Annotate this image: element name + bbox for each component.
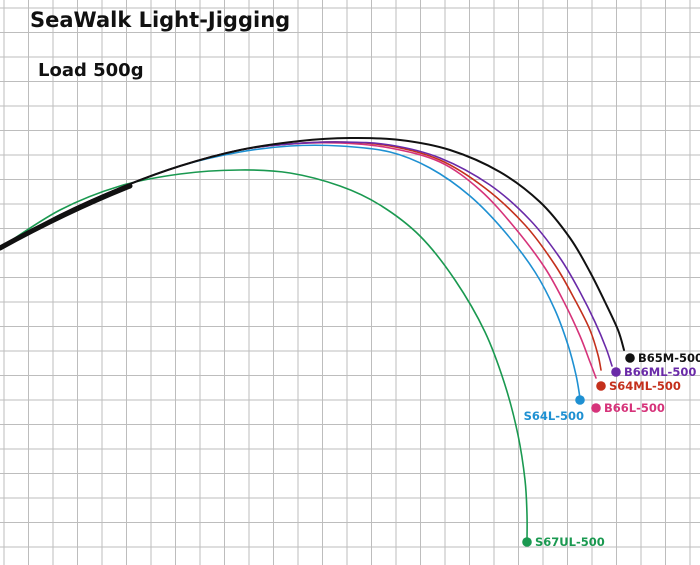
series-line-s67ul-500 [0,169,528,541]
series-line-s64l-500 [0,144,581,399]
series-label-b66l-500: B66L-500 [604,401,665,415]
tip-marker-b66ml-500 [611,367,621,377]
series-line-s64ml-500 [0,141,602,371]
chart-subtitle: Load 500g [38,60,144,81]
series-line-b65m-500 [0,136,625,351]
rod-tip-markers [522,353,635,547]
series-label-s67ul-500: S67UL-500 [535,535,605,549]
series-label-b66ml-500: B66ML-500 [624,365,696,379]
chart-title: SeaWalk Light-Jigging [30,8,290,32]
series-label-b65m-500: B65M-500 [638,351,700,365]
tip-marker-b65m-500 [625,353,635,363]
series-label-s64l-500: S64L-500 [524,409,584,423]
series-label-s64ml-500: S64ML-500 [609,379,681,393]
tip-marker-s64l-500 [575,395,585,405]
tip-marker-s64ml-500 [596,381,606,391]
tip-marker-s67ul-500 [522,537,532,547]
rod-butt-section [0,183,133,251]
tip-marker-b66l-500 [591,403,601,413]
rod-curves [0,136,625,541]
